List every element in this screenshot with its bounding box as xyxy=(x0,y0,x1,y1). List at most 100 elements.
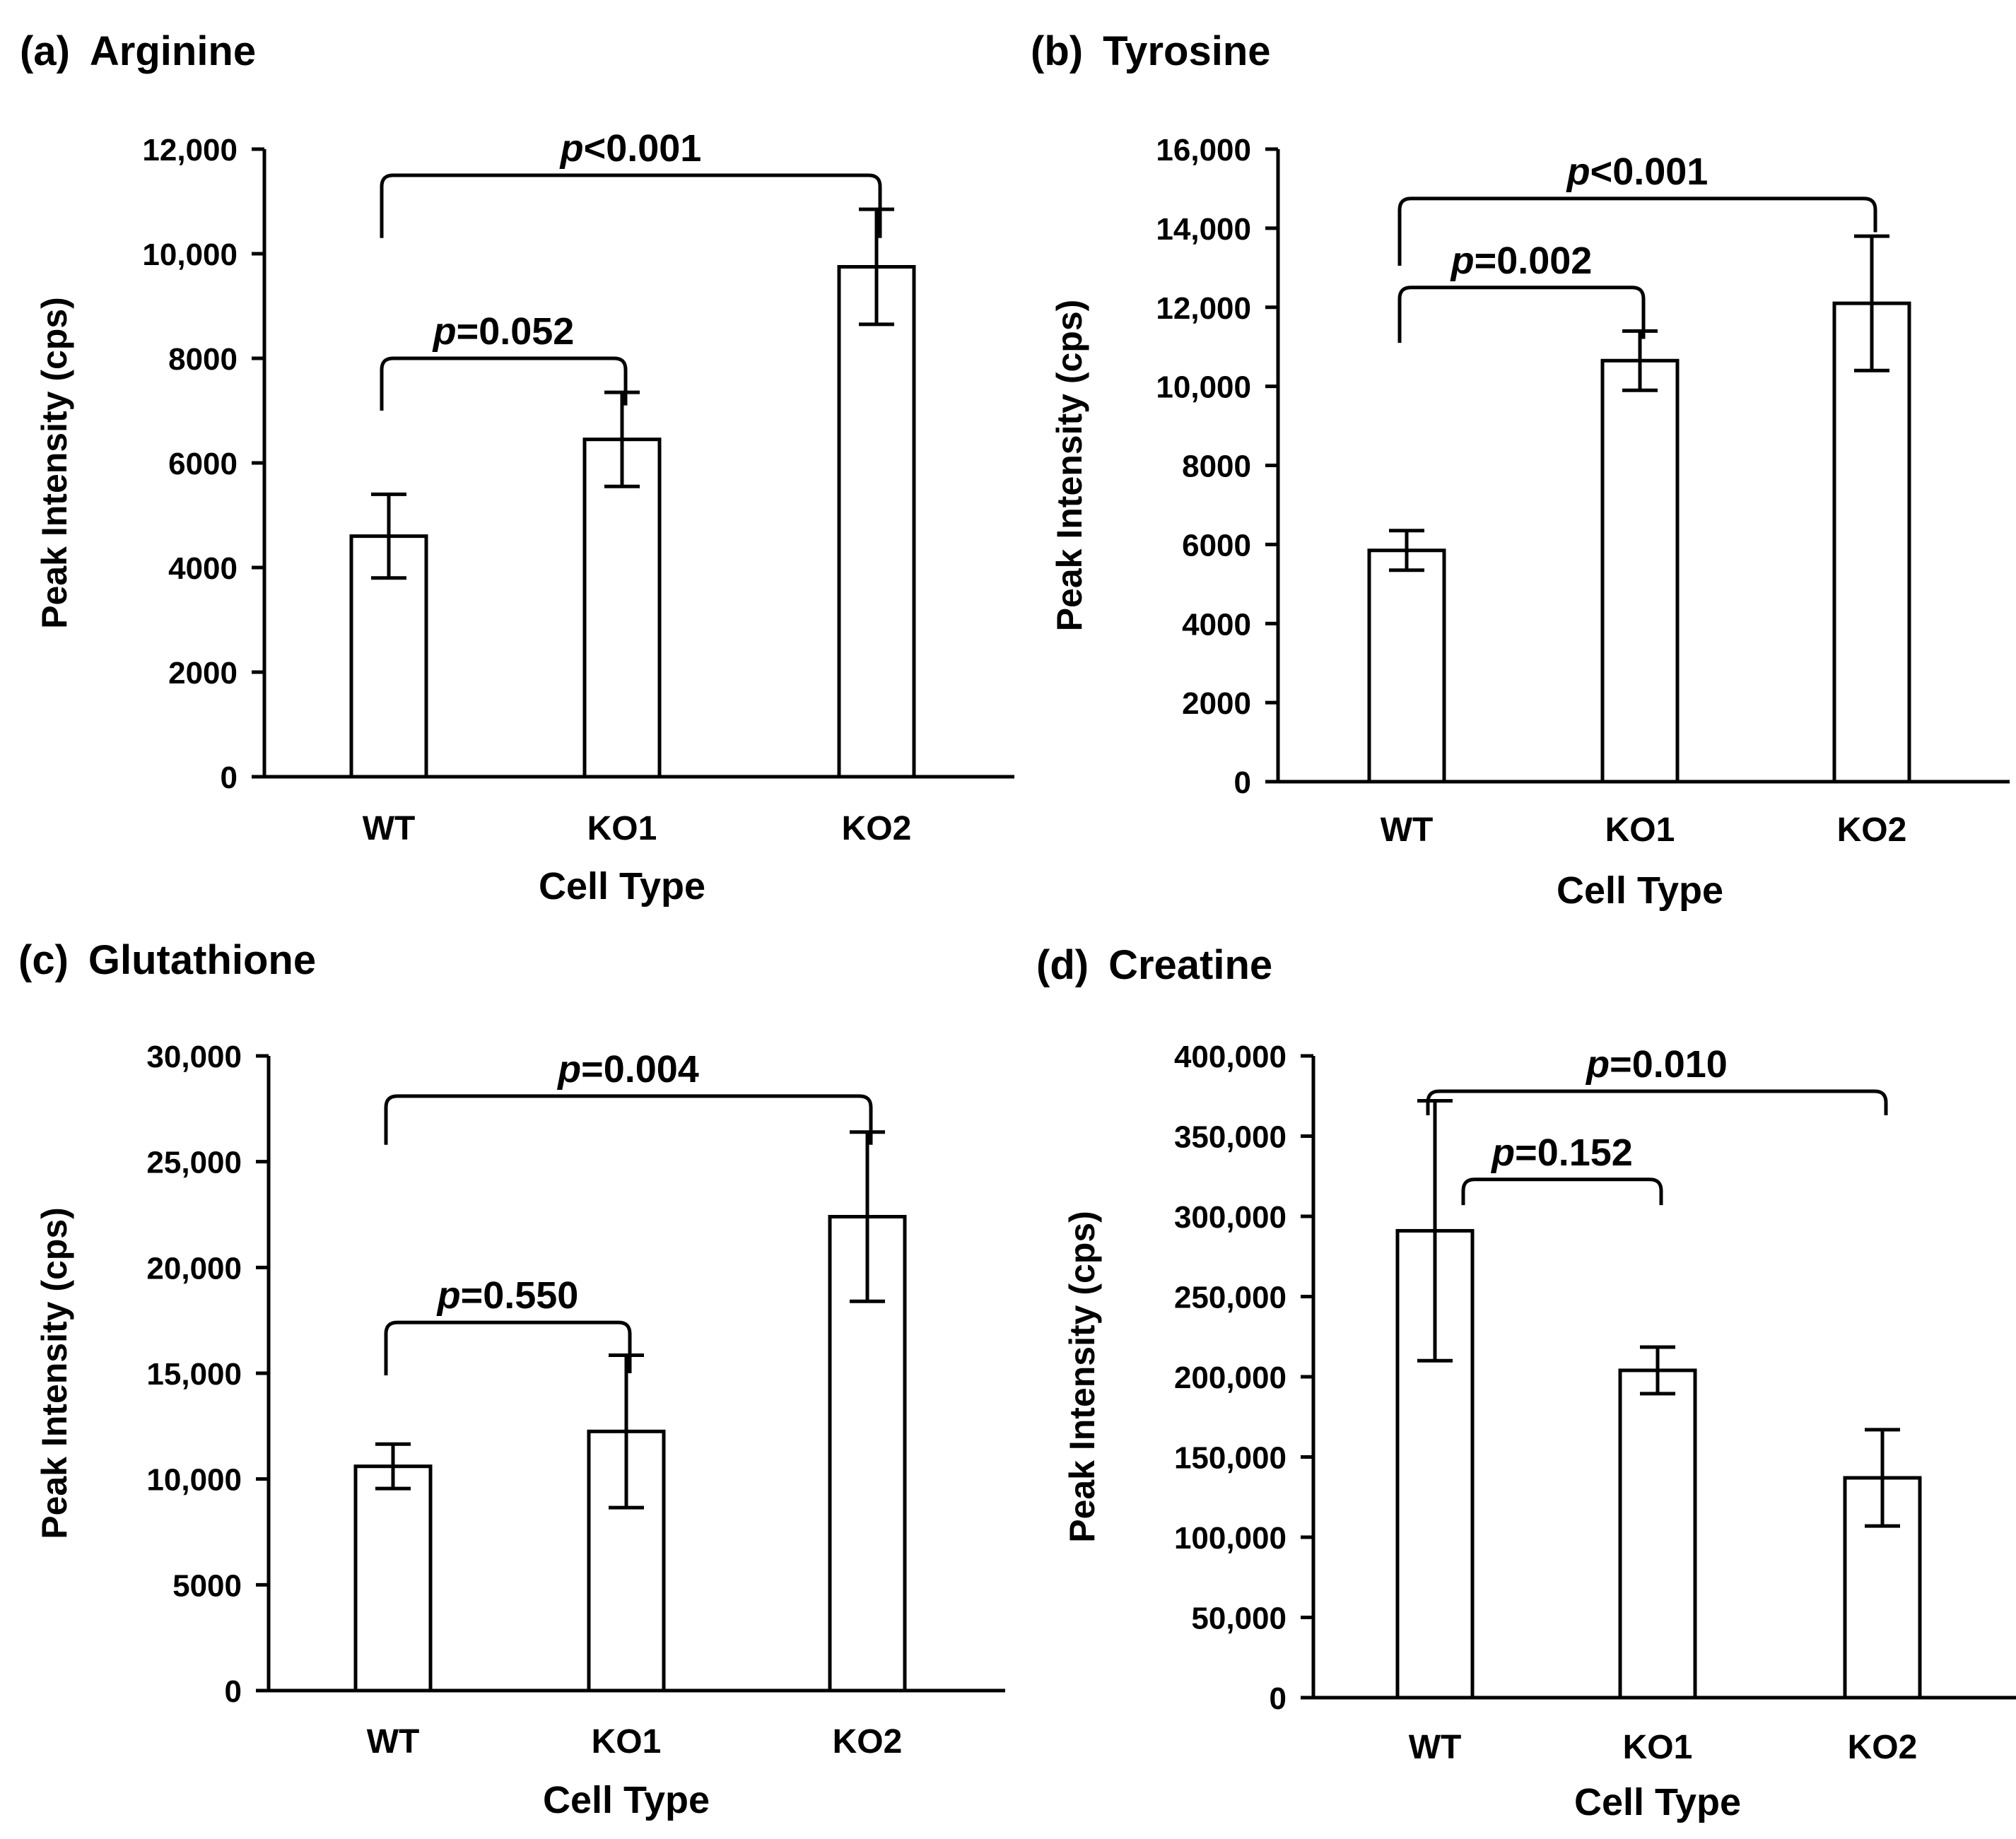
x-tick-label: KO2 xyxy=(842,810,912,847)
y-tick-label: 2000 xyxy=(168,656,238,691)
y-tick-label: 14,000 xyxy=(1156,212,1251,247)
bar-ko1 xyxy=(1618,1368,1697,1700)
significance-bracket xyxy=(1397,196,1877,266)
y-tick-label: 10,000 xyxy=(142,237,238,272)
y-tick-label: 0 xyxy=(221,760,238,795)
y-tick-label: 4000 xyxy=(1182,607,1251,642)
x-tick-label: WT xyxy=(363,810,416,847)
panel-label: (b) xyxy=(1031,28,1083,74)
p-symbol: p xyxy=(1450,240,1475,282)
bar-wt xyxy=(1367,548,1446,784)
y-tick-label: 350,000 xyxy=(1174,1120,1287,1155)
y-tick-label: 0 xyxy=(1270,1681,1287,1716)
x-tick-label: WT xyxy=(367,1723,420,1761)
x-tick-label: KO2 xyxy=(1837,811,1907,849)
panel-label: (d) xyxy=(1036,942,1089,988)
y-axis-label: Peak Intensity (cps) xyxy=(35,1207,74,1539)
y-tick-label: 12,000 xyxy=(1156,291,1251,326)
p-symbol: p xyxy=(432,310,457,353)
x-tick-label: KO2 xyxy=(833,1723,903,1761)
p-value-label: p<0.001 xyxy=(559,127,702,170)
bar-wt xyxy=(353,1464,433,1693)
y-tick-label: 6000 xyxy=(1182,528,1251,563)
x-axis-label: Cell Type xyxy=(1574,1781,1741,1823)
chart-title-text: Glutathione xyxy=(88,937,316,983)
p-symbol: p xyxy=(556,1048,581,1091)
y-tick-label: 4000 xyxy=(168,551,238,586)
y-tick-label: 200,000 xyxy=(1174,1361,1287,1395)
y-tick-label: 6000 xyxy=(168,447,238,481)
p-value: =0.002 xyxy=(1475,240,1593,282)
significance-bracket xyxy=(1426,1089,1888,1115)
p-value: =0.004 xyxy=(581,1048,699,1091)
significance-bracket xyxy=(1397,286,1646,343)
y-tick-label: 0 xyxy=(1234,765,1251,800)
p-value-label: p=0.004 xyxy=(556,1048,699,1091)
chart-panel-glutathione: (c) Glutathione 0 5000 10,000 15,000 20,000 25,… xyxy=(18,937,1005,1821)
x-axis-label: Cell Type xyxy=(1557,869,1723,912)
p-value: =0.010 xyxy=(1610,1043,1728,1086)
y-tick-label: 10,000 xyxy=(1156,370,1251,405)
bar-ko2 xyxy=(1843,1476,1922,1700)
y-tick-label: 0 xyxy=(225,1674,242,1709)
p-value: =0.550 xyxy=(461,1274,579,1317)
chart-title: (c) Glutathione xyxy=(18,937,316,983)
bar-ko1 xyxy=(582,437,662,779)
y-tick-label: 150,000 xyxy=(1174,1441,1287,1476)
y-tick-label: 20,000 xyxy=(146,1251,242,1286)
y-tick-label: 25,000 xyxy=(146,1146,242,1180)
chart-title-text: Creatine xyxy=(1108,942,1272,988)
p-value-label: p<0.001 xyxy=(1566,151,1709,193)
significance-bracket xyxy=(380,356,628,411)
y-tick-label: 400,000 xyxy=(1174,1040,1287,1074)
p-value-label: p=0.010 xyxy=(1585,1043,1728,1086)
y-tick-label: 15,000 xyxy=(146,1357,242,1392)
bar-ko2 xyxy=(1832,301,1911,784)
chart-title-text: Arginine xyxy=(90,28,256,74)
y-tick-label: 8000 xyxy=(1182,450,1251,484)
significance-bracket xyxy=(384,1320,632,1375)
x-axis-label: Cell Type xyxy=(539,865,705,907)
bar-ko1 xyxy=(1600,358,1680,784)
x-tick-label: KO1 xyxy=(592,1723,662,1761)
chart-panel-creatine: (d) Creatine 0 50,000 100,000 150,000 200,000 2… xyxy=(1036,942,2016,1823)
significance-bracket xyxy=(380,173,882,238)
y-tick-label: 8000 xyxy=(168,342,238,377)
y-tick-label: 10,000 xyxy=(146,1463,242,1498)
p-value-label: p=0.152 xyxy=(1490,1132,1633,1174)
x-tick-label: WT xyxy=(1381,811,1434,849)
x-tick-label: KO1 xyxy=(587,810,657,847)
p-value-label: p=0.550 xyxy=(436,1274,579,1317)
y-tick-label: 50,000 xyxy=(1191,1602,1287,1636)
y-tick-label: 30,000 xyxy=(146,1040,242,1074)
bar-ko2 xyxy=(837,265,916,779)
p-symbol: p xyxy=(436,1274,461,1317)
y-tick-label: 12,000 xyxy=(142,133,238,168)
p-value-label: p=0.052 xyxy=(432,310,575,353)
y-tick-label: 5000 xyxy=(172,1568,242,1603)
y-tick-label: 250,000 xyxy=(1174,1281,1287,1315)
chart-panel-tyrosine: (b) Tyrosine 0 2000 4000 6000 8000 10,000 12,000… xyxy=(1031,28,2010,912)
chart-panel-arginine: (a) Arginine 0 2000 4000 6000 8000 10,000 12,000… xyxy=(20,28,1014,907)
p-symbol: p xyxy=(559,127,584,170)
significance-bracket xyxy=(1461,1177,1663,1206)
chart-title: (b) Tyrosine xyxy=(1031,28,1271,74)
y-tick-label: 16,000 xyxy=(1156,133,1251,168)
x-tick-label: WT xyxy=(1409,1729,1462,1766)
p-value: =0.152 xyxy=(1515,1132,1633,1174)
p-value: <0.001 xyxy=(1590,151,1709,193)
y-axis-label: Peak Intensity (cps) xyxy=(35,297,74,629)
p-symbol: p xyxy=(1566,151,1590,193)
p-value: <0.001 xyxy=(584,127,702,170)
significance-bracket xyxy=(384,1094,873,1145)
x-tick-label: KO1 xyxy=(1605,811,1675,849)
p-value: =0.052 xyxy=(457,310,575,353)
p-value-label: p=0.002 xyxy=(1450,240,1593,282)
chart-title-text: Tyrosine xyxy=(1103,28,1270,74)
p-symbol: p xyxy=(1585,1043,1610,1086)
chart-title: (a) Arginine xyxy=(20,28,256,74)
x-axis-label: Cell Type xyxy=(543,1779,710,1821)
panel-label: (a) xyxy=(20,28,70,74)
x-tick-label: KO1 xyxy=(1623,1729,1693,1766)
y-axis-label: Peak Intensity (cps) xyxy=(1050,300,1089,632)
